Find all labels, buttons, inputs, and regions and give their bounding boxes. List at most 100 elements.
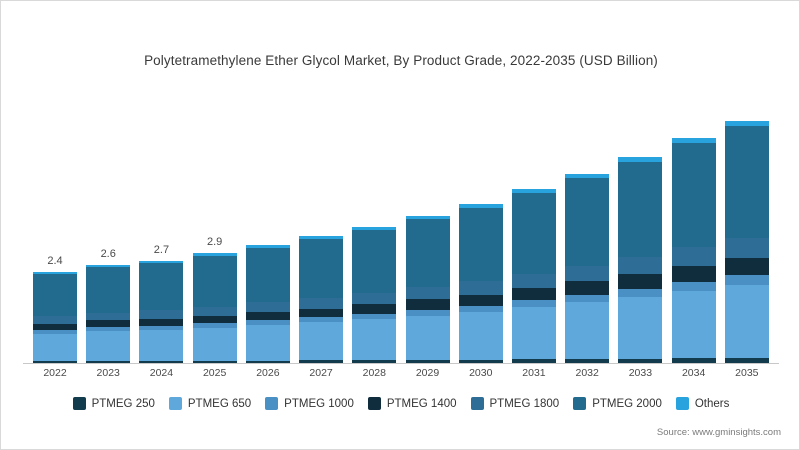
bar-segment — [299, 239, 344, 298]
bar-segment — [405, 215, 450, 220]
bar-group[interactable] — [405, 101, 450, 363]
bar-group[interactable]: 2.6 — [86, 101, 131, 363]
bar-segment — [618, 274, 663, 289]
legend-item[interactable]: PTMEG 250 — [72, 397, 155, 410]
x-tick-label: 2022 — [43, 367, 67, 379]
bar-segment — [671, 281, 716, 291]
source-credit: Source: www.gminsights.com — [656, 427, 781, 438]
legend-swatch — [367, 397, 381, 410]
legend-item[interactable]: PTMEG 1400 — [367, 397, 457, 410]
bar-segment — [352, 226, 397, 230]
bar-segment — [245, 320, 290, 326]
bar-segment — [33, 272, 77, 275]
bar-group[interactable] — [352, 101, 397, 363]
bar-segment — [724, 285, 769, 358]
bar-segment — [33, 316, 77, 324]
bar-group[interactable] — [565, 101, 610, 363]
bar-group[interactable] — [299, 101, 344, 363]
bar-group[interactable] — [511, 101, 556, 363]
bar-stack — [618, 156, 663, 363]
bar-segment — [139, 330, 184, 361]
bar-segment — [458, 359, 503, 363]
legend-swatch — [470, 397, 484, 410]
bar-segment — [458, 311, 503, 360]
legend-item[interactable]: Others — [675, 397, 729, 410]
legend-item[interactable]: PTMEG 1000 — [265, 397, 354, 410]
bar-group[interactable] — [618, 101, 663, 363]
legend-swatch — [168, 397, 182, 410]
legend-swatch — [72, 397, 86, 410]
bar-segment — [139, 310, 184, 319]
bar-segment — [511, 287, 556, 300]
legend-label: PTMEG 1800 — [489, 397, 560, 410]
legend-item[interactable]: PTMEG 2000 — [573, 397, 662, 410]
bar-segment — [192, 360, 237, 363]
bar-segment — [192, 327, 237, 361]
bar-segment — [299, 360, 344, 363]
x-axis-line — [23, 363, 779, 364]
bar-segment — [245, 325, 290, 361]
bar-segment — [192, 253, 237, 256]
legend-item[interactable]: PTMEG 1800 — [470, 397, 560, 410]
legend-swatch — [265, 397, 279, 410]
bar-segment — [192, 306, 237, 316]
bar-segment — [33, 323, 77, 330]
bar-segment — [724, 238, 769, 259]
bar-stack — [299, 236, 344, 363]
x-tick-label: 2027 — [309, 367, 333, 379]
x-tick-label: 2025 — [202, 367, 227, 379]
bar-group[interactable]: 2.7 — [139, 101, 184, 363]
x-tick-label: 2023 — [96, 367, 120, 379]
bar-stack — [192, 253, 237, 363]
bar-stack — [458, 204, 503, 363]
bar-group[interactable]: 2.4 — [33, 101, 77, 363]
bar-segment — [671, 290, 716, 359]
bar-segment — [511, 189, 556, 193]
bar-segment — [245, 312, 290, 321]
bar-segment — [405, 309, 450, 316]
bar-segment — [139, 260, 184, 264]
bar-segment — [565, 302, 610, 359]
legend-label: PTMEG 1000 — [284, 397, 354, 410]
bar-value-label: 2.4 — [47, 255, 63, 268]
chart-title: Polytetramethylene Ether Glycol Market, … — [144, 53, 658, 68]
bar-segment — [86, 267, 131, 313]
bar-group[interactable] — [245, 101, 290, 363]
bar-segment — [86, 320, 131, 328]
bar-stack — [405, 215, 450, 363]
bar-group[interactable] — [671, 101, 716, 363]
bar-group[interactable] — [458, 101, 503, 363]
bar-segment — [671, 265, 716, 282]
bar-segment — [299, 322, 344, 361]
x-tick-label: 2030 — [469, 367, 493, 379]
bar-segment — [352, 319, 397, 361]
bar-segment — [405, 299, 450, 310]
bar-value-label: 2.6 — [100, 247, 116, 260]
bar-group[interactable] — [724, 101, 769, 363]
bar-segment — [618, 296, 663, 359]
bar-segment — [405, 287, 450, 300]
x-tick-label: 2035 — [735, 367, 759, 379]
bar-segment — [86, 312, 131, 321]
bar-segment — [139, 360, 184, 363]
bar-segment — [192, 255, 237, 307]
bar-segment — [565, 281, 610, 295]
bar-segment — [565, 177, 610, 266]
bar-group[interactable]: 2.9 — [192, 101, 237, 363]
bar-segment — [618, 288, 663, 297]
bar-segment — [724, 275, 769, 286]
bar-stack — [245, 245, 290, 363]
bar-segment — [458, 305, 503, 312]
legend-item[interactable]: PTMEG 650 — [168, 397, 251, 410]
bar-segment — [724, 258, 769, 276]
bar-segment — [511, 192, 556, 274]
bar-segment — [724, 357, 769, 363]
bar-segment — [139, 263, 184, 311]
bar-value-label: 2.7 — [153, 243, 170, 256]
x-axis-tick-labels: 2022 2023 2024 2025 2026 2027 2028 2029 2030 2031… — [23, 367, 779, 385]
bar-segment — [33, 330, 77, 334]
bar-stack — [724, 120, 769, 363]
bar-stack — [352, 226, 397, 363]
bar-segment — [511, 299, 556, 308]
